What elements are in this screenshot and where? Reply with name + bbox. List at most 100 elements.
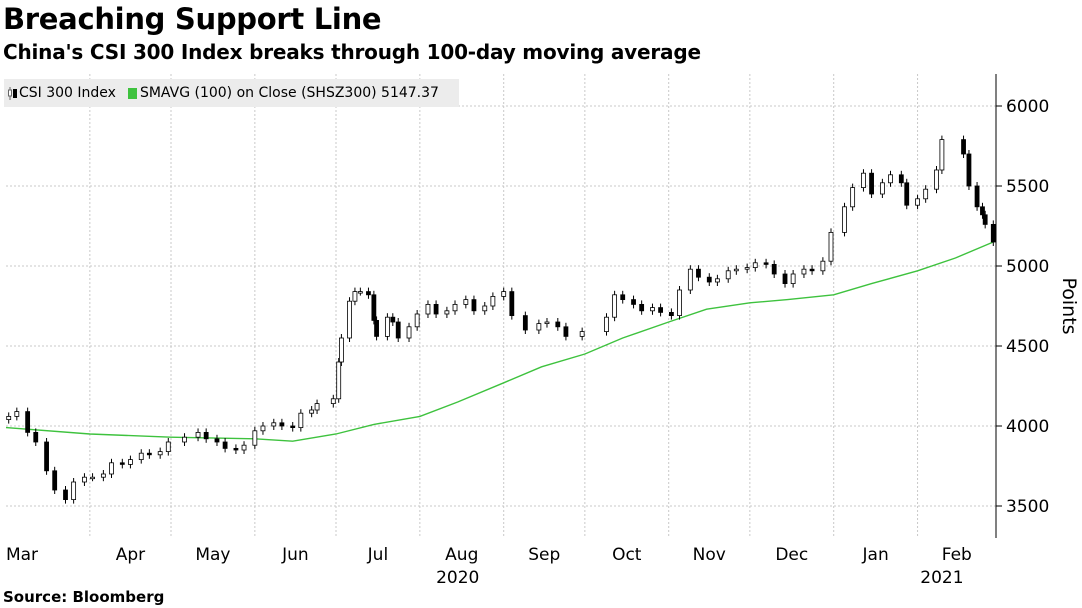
candle-body — [820, 260, 826, 272]
candle-body — [214, 438, 220, 443]
candle — [879, 178, 885, 198]
candle — [290, 422, 296, 432]
candle — [44, 438, 49, 475]
candle-body — [406, 326, 412, 339]
candle-body — [371, 294, 377, 321]
candle-body — [861, 172, 866, 188]
candle — [820, 257, 826, 275]
candle-body — [620, 294, 626, 300]
candle-body — [966, 153, 972, 187]
candle — [309, 406, 315, 418]
candle — [974, 182, 980, 211]
x-year-label: 2021 — [920, 568, 963, 588]
x-tick-label: Jul — [367, 545, 389, 565]
legend-label-csi: CSI 300 Index — [19, 85, 116, 101]
candle — [790, 270, 796, 288]
y-tick-label: 6000 — [1006, 97, 1049, 117]
y-tick-label: 4000 — [1006, 417, 1049, 437]
candle — [463, 295, 469, 309]
legend-item-csi: CSI 300 Index — [8, 85, 116, 101]
candle-body — [509, 291, 515, 317]
candle — [939, 135, 945, 174]
candle — [384, 313, 390, 341]
candle-body — [330, 398, 336, 404]
candle-body — [260, 425, 266, 432]
candle — [260, 422, 266, 435]
candle — [509, 287, 515, 320]
candle — [861, 169, 866, 192]
candle — [157, 447, 163, 459]
candle-body — [677, 289, 682, 317]
x-tick-label: Jun — [281, 545, 309, 565]
candle — [336, 358, 342, 403]
candle — [612, 290, 618, 322]
candle — [406, 322, 412, 342]
candle-body — [309, 409, 315, 414]
candle-body — [82, 476, 87, 483]
candle-body — [182, 436, 187, 443]
candle — [14, 407, 20, 421]
candle-body — [395, 321, 401, 339]
candle-body — [71, 481, 77, 501]
candle — [934, 166, 939, 194]
candle — [501, 287, 507, 301]
candle — [828, 228, 834, 266]
candle — [425, 300, 431, 318]
candle — [146, 449, 152, 459]
candle-body — [352, 291, 358, 302]
candle-body — [744, 267, 750, 270]
candle — [271, 418, 277, 430]
candle — [352, 287, 358, 306]
legend-label-sma: SMAVG (100) on Close (SHSZ300) 5147.37 — [139, 85, 439, 101]
candle — [677, 286, 682, 320]
candle — [63, 486, 68, 504]
candle-body — [961, 139, 966, 155]
candle-body — [501, 291, 507, 297]
candle-body — [612, 294, 618, 318]
candle — [71, 478, 77, 504]
x-tick-label: Aug — [445, 545, 478, 565]
candle — [579, 327, 585, 341]
candle — [444, 306, 450, 318]
candle — [706, 273, 712, 286]
candle-body — [544, 321, 550, 325]
candle-body — [706, 276, 712, 283]
candle-body — [195, 431, 201, 438]
candle — [869, 169, 874, 198]
candle — [395, 318, 401, 342]
candle — [279, 418, 285, 430]
candle-body — [44, 441, 49, 472]
candle — [631, 295, 636, 309]
candle-body — [725, 270, 731, 280]
candle-body — [555, 321, 561, 328]
candle-body — [490, 295, 496, 307]
sma-line — [5, 241, 994, 442]
legend: CSI 300 Index SMAVG (100) on Close (SHSZ… — [4, 79, 459, 107]
candle-body — [869, 172, 874, 195]
candle — [990, 220, 996, 246]
candle — [733, 265, 739, 275]
candle — [52, 466, 58, 494]
candle — [669, 308, 674, 320]
candle-body — [271, 422, 277, 427]
candle — [763, 258, 769, 269]
candle-body — [604, 316, 609, 333]
candle — [390, 313, 396, 326]
y-tick-label: 4500 — [1006, 337, 1049, 357]
candle-body — [687, 268, 693, 291]
candle-body — [631, 299, 636, 305]
candle-body — [850, 187, 856, 208]
candle-body — [100, 473, 106, 478]
candle — [82, 473, 87, 486]
candle-body — [990, 223, 996, 243]
candle — [339, 334, 344, 366]
candle — [744, 263, 750, 274]
candle-body — [904, 182, 910, 206]
candle-body — [669, 311, 674, 316]
candle-body — [14, 411, 20, 417]
candle — [482, 302, 488, 315]
candle-body — [63, 489, 68, 501]
candle-body — [90, 476, 95, 480]
candle — [658, 303, 663, 317]
candle-body — [579, 331, 585, 337]
